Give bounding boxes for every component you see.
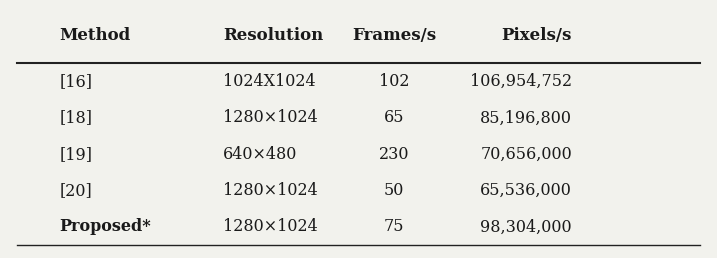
Text: 230: 230 <box>379 146 409 163</box>
Text: 1280×1024: 1280×1024 <box>223 182 318 199</box>
Text: 106,954,752: 106,954,752 <box>470 73 572 90</box>
Text: [20]: [20] <box>60 182 92 199</box>
Text: 65,536,000: 65,536,000 <box>480 182 572 199</box>
Text: 75: 75 <box>384 219 404 236</box>
Text: 1280×1024: 1280×1024 <box>223 219 318 236</box>
Text: 102: 102 <box>379 73 409 90</box>
Text: 1024X1024: 1024X1024 <box>223 73 316 90</box>
Text: [18]: [18] <box>60 109 92 126</box>
Text: [16]: [16] <box>60 73 92 90</box>
Text: Method: Method <box>60 27 131 44</box>
Text: 98,304,000: 98,304,000 <box>480 219 572 236</box>
Text: 1280×1024: 1280×1024 <box>223 109 318 126</box>
Text: Proposed*: Proposed* <box>60 219 151 236</box>
Text: [19]: [19] <box>60 146 92 163</box>
Text: 70,656,000: 70,656,000 <box>480 146 572 163</box>
Text: 65: 65 <box>384 109 404 126</box>
Text: 85,196,800: 85,196,800 <box>480 109 572 126</box>
Text: 640×480: 640×480 <box>223 146 298 163</box>
Text: 50: 50 <box>384 182 404 199</box>
Text: Resolution: Resolution <box>223 27 323 44</box>
Text: Frames/s: Frames/s <box>352 27 436 44</box>
Text: Pixels/s: Pixels/s <box>502 27 572 44</box>
